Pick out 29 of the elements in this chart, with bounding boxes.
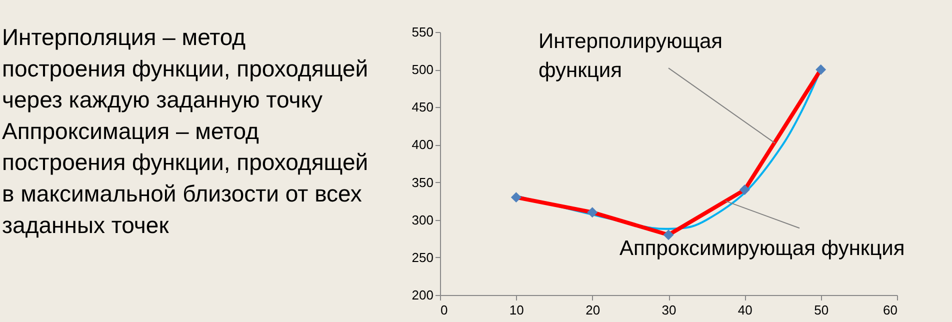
y-tick-label: 300 <box>412 212 434 228</box>
point <box>510 192 522 203</box>
text: построения функции, проходящей <box>2 149 368 176</box>
point <box>663 230 674 240</box>
x-tick-label: 20 <box>586 302 600 318</box>
x-tick-label: 0 <box>440 302 448 318</box>
y-tick-label: 450 <box>412 100 434 115</box>
text: Аппроксимация – метод <box>2 118 260 144</box>
y-tick-label: 400 <box>412 137 434 152</box>
y-tick-label: 350 <box>412 174 434 190</box>
y-tick-label: 200 <box>412 288 434 302</box>
x-tick-label: 60 <box>883 302 898 318</box>
point <box>816 64 826 75</box>
text: в максимальной близости от всех <box>2 180 362 206</box>
x-tick-label: 50 <box>814 302 829 318</box>
point <box>739 184 750 196</box>
annotation: Аппроксимирующая функция <box>620 237 905 260</box>
text: построения функции, проходящей <box>2 55 368 82</box>
point <box>587 207 598 218</box>
x-tick-label: 30 <box>662 302 676 318</box>
annotation: Интерполирующая функция <box>538 30 723 82</box>
text: заданных точек <box>2 212 170 238</box>
text: Интерполяция – метод <box>2 24 246 50</box>
y-tick-label: 250 <box>412 250 434 265</box>
y-tick-label: 500 <box>412 62 434 78</box>
x-tick-label: 40 <box>738 302 752 318</box>
x-tick-label: 10 <box>509 302 524 318</box>
y-tick-label: 550 <box>412 24 434 40</box>
text: через каждую заданную точку <box>2 86 324 113</box>
